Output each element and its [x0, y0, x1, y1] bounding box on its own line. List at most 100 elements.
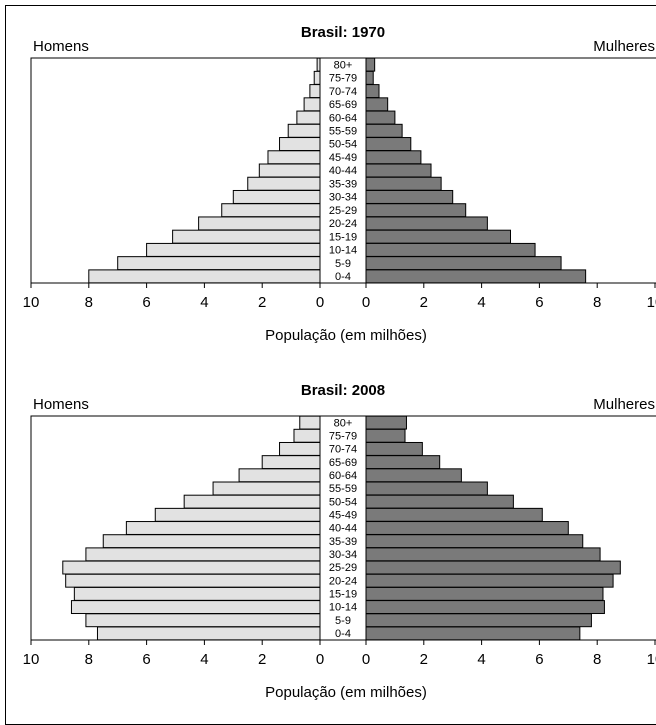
bar-mulheres	[365, 494, 514, 509]
bar-mulheres	[365, 428, 406, 443]
bar-homens	[183, 494, 321, 509]
bar-mulheres	[365, 507, 543, 522]
x-tick-label-left: 0	[316, 651, 324, 668]
age-group-label: 65-69	[329, 457, 357, 469]
right-side-label: Mulheres	[593, 396, 655, 413]
bar-mulheres	[365, 110, 396, 125]
age-group-label: 20-24	[329, 218, 357, 230]
bar-mulheres	[365, 560, 621, 575]
left-side-label: Homens	[33, 396, 89, 413]
bar-homens	[117, 256, 321, 271]
bar-homens	[70, 600, 321, 615]
x-axis-label: População (em milhões)	[265, 684, 427, 701]
bar-homens	[232, 189, 321, 204]
age-group-label: 60-64	[329, 112, 357, 124]
x-tick-label-right: 0	[362, 651, 370, 668]
bar-homens	[154, 507, 321, 522]
bar-mulheres	[365, 123, 403, 138]
age-group-label: 80+	[334, 417, 353, 429]
x-tick-label-right: 4	[477, 651, 485, 668]
bar-homens	[88, 269, 321, 284]
age-group-label: 35-39	[329, 536, 357, 548]
age-group-label: 50-54	[329, 496, 357, 508]
x-tick-label-right: 4	[477, 294, 485, 311]
bar-mulheres	[365, 176, 442, 191]
age-group-label: 15-19	[329, 231, 357, 243]
bar-homens	[102, 534, 321, 549]
x-tick-label-right: 2	[420, 651, 428, 668]
bar-homens	[299, 415, 321, 430]
bar-homens	[287, 123, 321, 138]
bar-mulheres	[365, 534, 584, 549]
x-tick-label-left: 8	[85, 651, 93, 668]
age-group-label: 30-34	[329, 549, 357, 561]
x-tick-label-right: 0	[362, 294, 370, 311]
bar-homens	[267, 150, 321, 165]
bar-mulheres	[365, 216, 488, 231]
bar-mulheres	[365, 521, 569, 535]
x-tick-label-left: 10	[23, 651, 40, 668]
age-group-label: 10-14	[329, 602, 357, 614]
age-group-label: 70-74	[329, 444, 357, 456]
chart-title: Brasil: 1970	[301, 24, 385, 41]
bar-homens	[73, 586, 321, 601]
age-group-label: 80+	[334, 59, 353, 71]
bar-mulheres	[365, 84, 380, 99]
x-axis-label: População (em milhões)	[265, 327, 427, 344]
age-group-label: 65-69	[329, 99, 357, 111]
bar-homens	[198, 216, 321, 231]
age-group-label: 45-49	[329, 510, 357, 522]
bar-homens	[303, 97, 321, 112]
x-tick-label-right: 10	[647, 651, 656, 668]
bar-mulheres	[365, 415, 407, 430]
bar-homens	[279, 137, 321, 152]
bar-homens	[293, 428, 321, 443]
plot-frame	[30, 57, 656, 284]
age-group-label: 50-54	[329, 139, 357, 151]
plot-frame	[30, 415, 656, 641]
x-tick-label-right: 8	[593, 294, 601, 311]
bar-mulheres	[365, 269, 587, 284]
bar-homens	[258, 163, 321, 178]
x-tick-label-left: 10	[23, 294, 40, 311]
bar-homens	[309, 84, 321, 99]
age-group-label: 55-59	[329, 126, 357, 138]
bar-homens	[212, 481, 321, 496]
bar-mulheres	[365, 586, 604, 601]
bar-homens	[65, 573, 321, 588]
age-group-label: 70-74	[329, 86, 357, 98]
bar-mulheres	[365, 613, 592, 628]
bar-mulheres	[365, 229, 511, 244]
bar-mulheres	[365, 547, 601, 562]
bar-homens	[146, 242, 321, 257]
x-tick-label-right: 8	[593, 651, 601, 668]
age-group-label: 15-19	[329, 589, 357, 601]
x-tick-label-left: 6	[142, 651, 150, 668]
bar-homens	[247, 176, 321, 191]
x-tick-label-left: 2	[258, 294, 266, 311]
bar-homens	[85, 613, 321, 628]
bar-mulheres	[365, 256, 562, 271]
bar-homens	[296, 110, 321, 125]
x-tick-label-right: 2	[420, 294, 428, 311]
left-side-label: Homens	[33, 38, 89, 55]
bar-mulheres	[365, 441, 423, 456]
bar-homens	[96, 626, 321, 641]
bar-mulheres	[365, 70, 374, 85]
bar-homens	[316, 57, 321, 72]
age-group-label: 0-4	[335, 628, 351, 640]
age-group-label: 75-79	[329, 430, 357, 442]
bar-homens	[125, 521, 321, 535]
x-tick-label-right: 10	[647, 294, 656, 311]
bar-homens	[172, 229, 321, 244]
bar-homens	[279, 441, 321, 456]
x-tick-label-left: 6	[142, 294, 150, 311]
age-group-label: 45-49	[329, 152, 357, 164]
bar-homens	[85, 547, 321, 562]
age-group-label: 20-24	[329, 575, 357, 587]
bar-mulheres	[365, 626, 581, 641]
bar-mulheres	[365, 455, 441, 470]
x-tick-label-right: 6	[535, 294, 543, 311]
age-group-label: 75-79	[329, 73, 357, 85]
age-group-label: 5-9	[335, 258, 351, 270]
